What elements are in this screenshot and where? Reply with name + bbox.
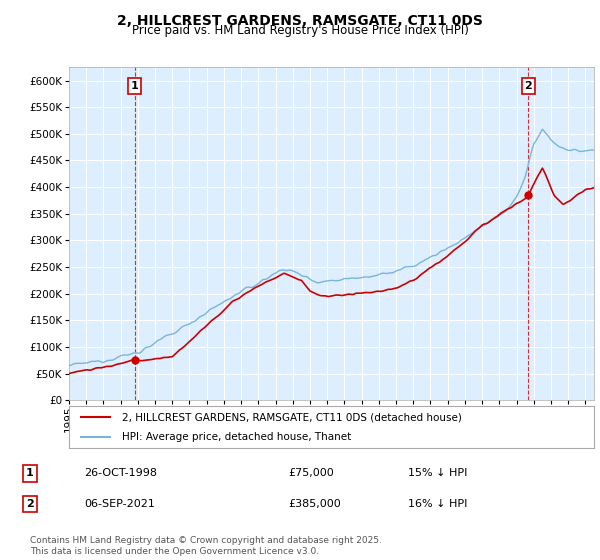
Text: Contains HM Land Registry data © Crown copyright and database right 2025.
This d: Contains HM Land Registry data © Crown c… xyxy=(30,536,382,556)
Text: 2, HILLCREST GARDENS, RAMSGATE, CT11 0DS: 2, HILLCREST GARDENS, RAMSGATE, CT11 0DS xyxy=(117,14,483,28)
Text: £385,000: £385,000 xyxy=(288,499,341,509)
Text: 26-OCT-1998: 26-OCT-1998 xyxy=(84,468,157,478)
Text: 15% ↓ HPI: 15% ↓ HPI xyxy=(408,468,467,478)
Text: £75,000: £75,000 xyxy=(288,468,334,478)
Text: 2: 2 xyxy=(26,499,34,509)
Text: 2: 2 xyxy=(524,81,532,91)
Text: 16% ↓ HPI: 16% ↓ HPI xyxy=(408,499,467,509)
Text: Price paid vs. HM Land Registry's House Price Index (HPI): Price paid vs. HM Land Registry's House … xyxy=(131,24,469,37)
Text: HPI: Average price, detached house, Thanet: HPI: Average price, detached house, Than… xyxy=(121,432,351,442)
Text: 2, HILLCREST GARDENS, RAMSGATE, CT11 0DS (detached house): 2, HILLCREST GARDENS, RAMSGATE, CT11 0DS… xyxy=(121,412,461,422)
Text: 1: 1 xyxy=(26,468,34,478)
Text: 1: 1 xyxy=(131,81,139,91)
Text: 06-SEP-2021: 06-SEP-2021 xyxy=(84,499,155,509)
